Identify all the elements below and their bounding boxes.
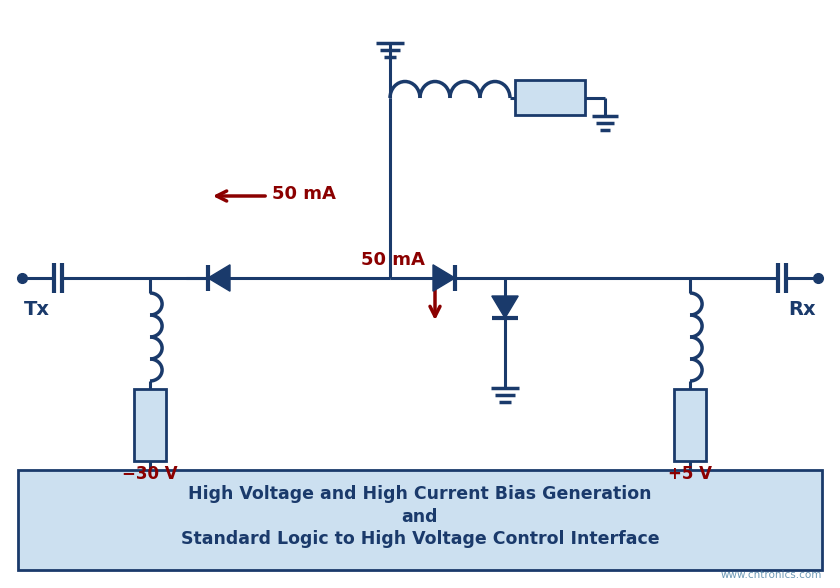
Text: +5 V: +5 V	[668, 465, 712, 483]
Polygon shape	[491, 296, 518, 318]
Bar	[515, 80, 585, 115]
Text: Rx: Rx	[789, 300, 816, 319]
Bar	[134, 389, 166, 461]
Text: Standard Logic to High Voltage Control Interface: Standard Logic to High Voltage Control I…	[181, 530, 659, 548]
Text: 50 mA: 50 mA	[361, 251, 425, 269]
Polygon shape	[433, 265, 455, 291]
Text: and: and	[402, 508, 438, 526]
Text: www.cntronics.com: www.cntronics.com	[721, 570, 822, 580]
Bar	[674, 389, 706, 461]
Polygon shape	[208, 265, 230, 291]
Text: −30 V: −30 V	[122, 465, 178, 483]
Bar	[18, 470, 822, 570]
Text: Tx: Tx	[24, 300, 50, 319]
Text: High Voltage and High Current Bias Generation: High Voltage and High Current Bias Gener…	[188, 485, 652, 503]
Text: 50 mA: 50 mA	[272, 185, 336, 203]
